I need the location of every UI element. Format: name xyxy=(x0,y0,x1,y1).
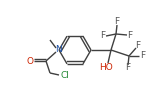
Text: F: F xyxy=(114,17,120,26)
Text: F: F xyxy=(125,64,131,73)
Text: F: F xyxy=(127,30,133,39)
Text: F: F xyxy=(135,40,141,50)
Text: F: F xyxy=(100,31,106,40)
Text: O: O xyxy=(27,57,33,66)
Text: F: F xyxy=(140,52,146,61)
Text: N: N xyxy=(56,46,62,55)
Text: HO: HO xyxy=(99,63,113,72)
Text: Cl: Cl xyxy=(61,71,69,80)
